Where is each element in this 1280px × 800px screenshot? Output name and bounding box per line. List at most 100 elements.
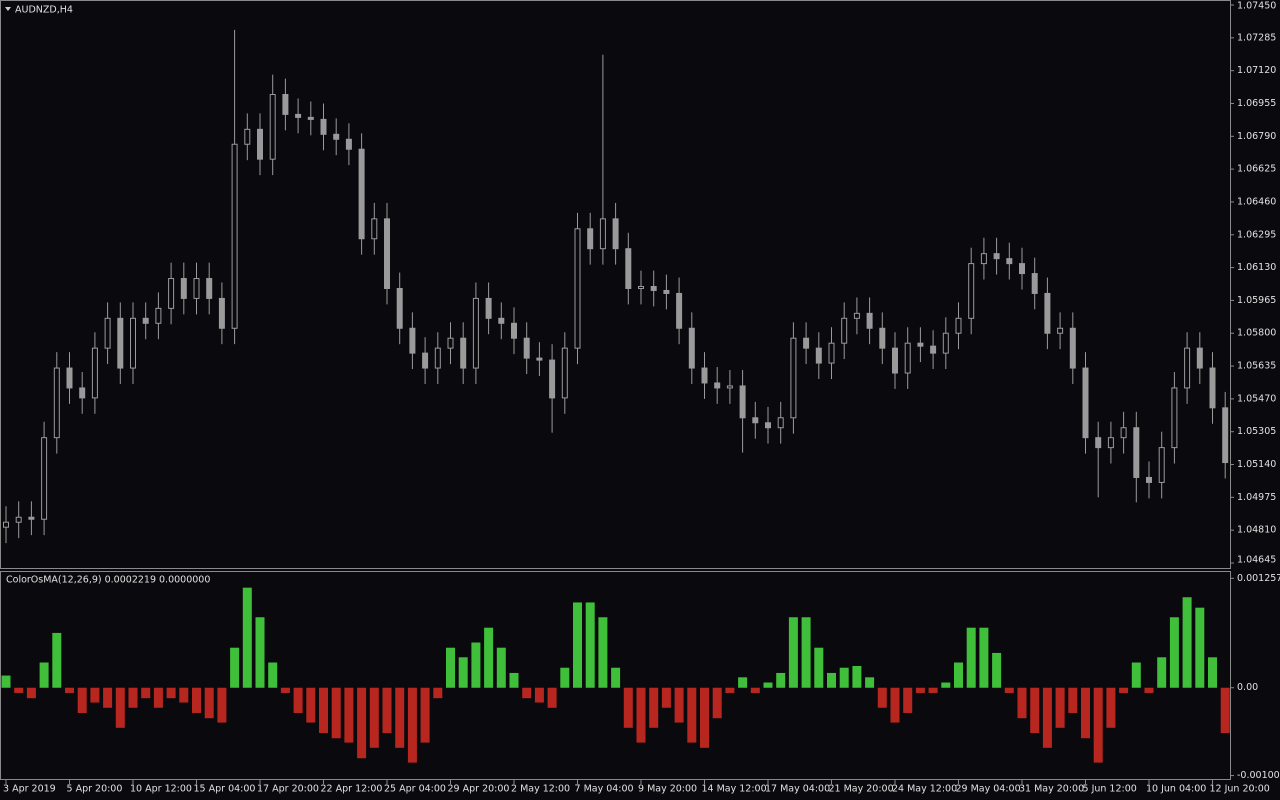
candle-body xyxy=(422,352,429,369)
histogram-bar xyxy=(1004,687,1014,693)
candle-body xyxy=(1120,427,1127,439)
histogram-bar xyxy=(90,687,100,703)
histogram-bar xyxy=(1068,687,1078,713)
histogram-bar xyxy=(674,687,684,723)
x-tick-label: 5 Apr 20:00 xyxy=(67,784,123,795)
candle-body xyxy=(28,516,35,520)
x-tick-label: 17 May 04:00 xyxy=(765,784,830,795)
candle-body xyxy=(1057,327,1064,334)
histogram-bar xyxy=(738,677,748,688)
candle-body xyxy=(574,228,581,349)
candle-body xyxy=(549,359,556,399)
candle-body xyxy=(218,297,225,329)
candle-body xyxy=(66,367,73,389)
candle-body xyxy=(1196,347,1203,369)
histogram-bar xyxy=(496,647,506,688)
candle-body xyxy=(777,417,784,429)
histogram-bar xyxy=(1106,687,1116,728)
x-tick-label: 12 Jun 20:00 xyxy=(1210,784,1270,795)
histogram-bar xyxy=(623,687,633,728)
candle-body xyxy=(333,133,340,140)
histogram-bar xyxy=(357,687,367,759)
candle-body xyxy=(384,218,390,289)
candle-body xyxy=(739,385,746,419)
candle-body xyxy=(358,148,365,240)
histogram-bar xyxy=(776,672,786,688)
y-tick-label: 1.06790 xyxy=(1237,131,1276,142)
candle-body xyxy=(206,278,213,299)
histogram-bar xyxy=(141,687,151,699)
histogram-bar xyxy=(382,687,392,734)
candle-body xyxy=(650,285,657,291)
candle-body xyxy=(320,118,327,135)
y-tick-label: 1.04645 xyxy=(1237,555,1276,566)
candle-body xyxy=(904,342,911,374)
candle-body xyxy=(726,385,733,389)
candle-body xyxy=(79,387,86,399)
candle-body xyxy=(587,228,594,250)
candle-body xyxy=(104,317,111,349)
histogram-bar xyxy=(522,687,532,699)
y-tick-label: -0.001009 xyxy=(1237,770,1280,781)
candle-body xyxy=(15,516,22,523)
histogram-bar xyxy=(827,672,836,688)
candle-body xyxy=(498,317,505,324)
histogram-bar xyxy=(1169,617,1179,688)
x-tick-label: 29 Apr 20:00 xyxy=(448,784,510,795)
candle-body xyxy=(701,367,708,384)
candle-body xyxy=(536,357,543,361)
histogram-bar xyxy=(915,687,925,693)
candle-body xyxy=(307,116,314,120)
candle-body xyxy=(434,347,441,369)
histogram-bar xyxy=(1055,687,1065,728)
histogram-bar xyxy=(801,617,811,688)
x-tick-label: 7 May 04:00 xyxy=(575,784,634,795)
y-tick-label: 1.05800 xyxy=(1237,328,1276,339)
x-tick-label: 22 Apr 12:00 xyxy=(321,784,383,795)
candle-body xyxy=(879,327,886,349)
y-tick-label: 1.06460 xyxy=(1237,196,1276,207)
histogram-bar xyxy=(903,687,913,713)
candle-body xyxy=(155,307,162,324)
histogram-bar xyxy=(725,687,735,693)
histogram-bar xyxy=(166,687,176,699)
x-tick-label: 10 Apr 12:00 xyxy=(130,784,192,795)
chart-title: AUDNZD,H4 xyxy=(15,5,73,16)
candle-body xyxy=(244,128,251,145)
histogram-bar xyxy=(992,652,1002,688)
y-tick-label: 1.04975 xyxy=(1237,492,1276,503)
candle-body xyxy=(968,263,975,319)
histogram-bar xyxy=(217,687,227,723)
x-tick-label: 14 May 12:00 xyxy=(702,784,767,795)
symbol-menu-arrow[interactable] xyxy=(5,7,11,11)
candle-body xyxy=(942,332,949,354)
histogram-bar xyxy=(763,682,773,688)
x-tick-label: 5 Jun 12:00 xyxy=(1083,784,1137,795)
histogram-bar xyxy=(344,687,354,743)
candle-body xyxy=(803,337,810,349)
histogram-bar xyxy=(865,677,875,688)
histogram-bar xyxy=(534,687,544,703)
histogram-bar xyxy=(1017,687,1027,719)
candle-body xyxy=(980,253,987,265)
histogram-bar xyxy=(509,672,519,688)
candle-body xyxy=(91,347,98,399)
histogram-bar xyxy=(750,687,760,693)
histogram-bar xyxy=(877,687,887,708)
candle-body xyxy=(1209,367,1216,409)
histogram-bar xyxy=(966,627,976,688)
histogram-bar xyxy=(153,687,163,708)
histogram-bar xyxy=(230,647,240,688)
y-tick-label: 1.05140 xyxy=(1237,459,1276,470)
candle-body xyxy=(930,345,937,354)
histogram-bar xyxy=(573,602,582,688)
histogram-bar xyxy=(128,687,138,708)
y-tick-label: 1.07285 xyxy=(1237,32,1276,43)
histogram-bar xyxy=(1081,687,1090,739)
candle-body xyxy=(511,322,517,339)
histogram-bar xyxy=(814,647,824,688)
y-tick-label: 1.06295 xyxy=(1237,229,1276,240)
x-tick-label: 31 May 20:00 xyxy=(1019,784,1084,795)
histogram-bar xyxy=(280,687,290,693)
